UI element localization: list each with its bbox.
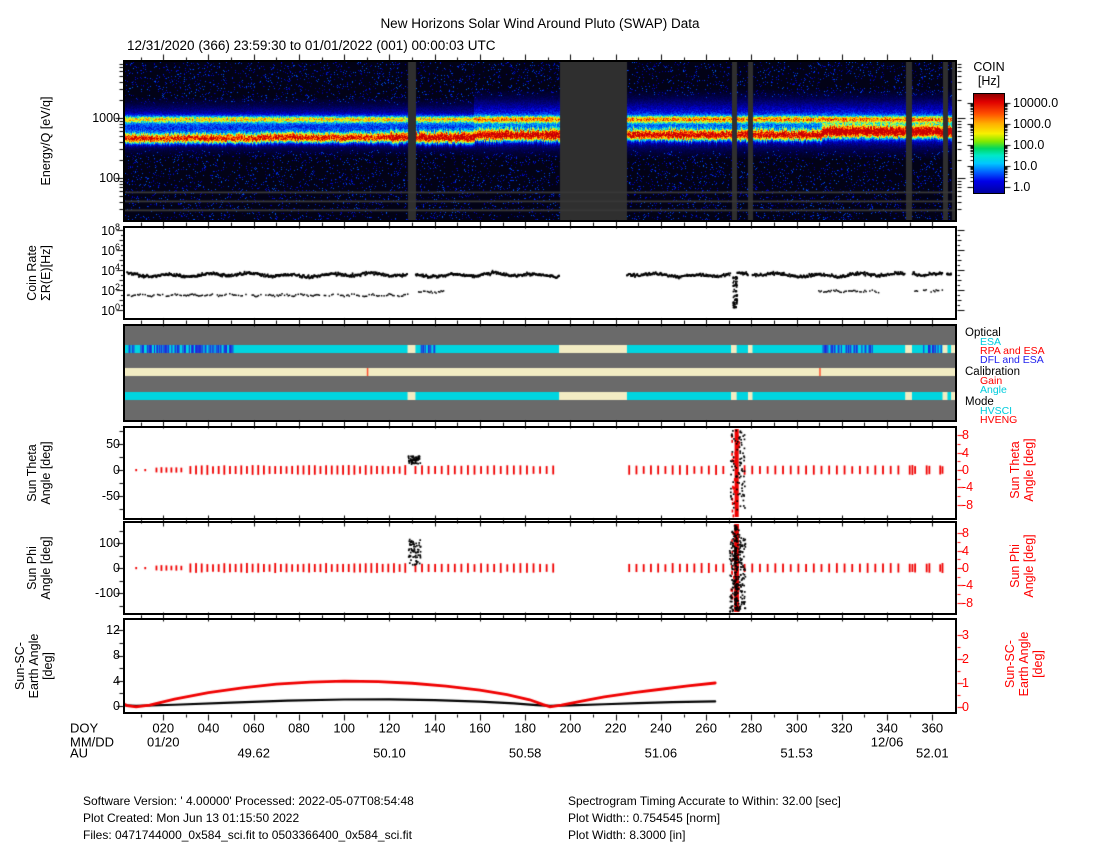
legend-item-label: DFL and ESA — [980, 354, 1044, 366]
doy-tick-label: 160 — [469, 720, 491, 736]
plot-subtitle: 12/31/2020 (366) 23:59:30 to 01/01/2022 … — [127, 38, 496, 53]
footer-right-line: Plot Width:: 0.754545 [norm] — [568, 811, 721, 825]
footer-left-line: Software Version: ' 4.00000' Processed: … — [83, 794, 414, 808]
coinrate-tick-label: 102 — [101, 281, 120, 299]
sun-sc-earth-tick-label: 0 — [113, 699, 120, 713]
colorbar-tick-label: 1000.0 — [1013, 117, 1052, 131]
colorbar-tick-label: 10.0 — [1013, 159, 1038, 173]
sun-theta-axis-label-right: Sun Theta Angle [deg] — [1008, 438, 1036, 502]
colorbar-tick-label: 1.0 — [1013, 180, 1031, 194]
sun-phi-right-tick-label: -4 — [962, 578, 974, 593]
sun-sc-earth-right-tick-label: 0 — [962, 700, 969, 714]
sun-sc-earth-axis-label-left: Sun-SC- Earth Angle [deg] — [13, 633, 55, 699]
colorbar-title: COIN [Hz] — [973, 60, 1005, 89]
au-tick-label: 51.06 — [644, 745, 678, 761]
sun-theta-tick-label: 0 — [113, 463, 120, 477]
doy-tick-label: 360 — [921, 720, 944, 736]
sun-sc-earth-right-tick-label: 3 — [962, 628, 969, 642]
colorbar — [973, 93, 1005, 194]
sun-theta-right-tick-label: 8 — [962, 428, 969, 443]
coin-rate-canvas — [125, 228, 955, 318]
doy-tick-label: 040 — [197, 720, 220, 736]
au-tick-label: 50.58 — [508, 745, 542, 761]
legend-item-label: Angle — [980, 384, 1007, 396]
sun-phi-tick-label: -100 — [94, 586, 120, 600]
mmdd-tick-label: 01/20 — [146, 734, 180, 750]
sun-phi-axis-label-right: Sun Phi Angle [deg] — [1008, 534, 1036, 598]
x-axis-row-label: DOY — [70, 720, 99, 736]
doy-tick-label: 320 — [830, 720, 853, 736]
sun-theta-canvas — [125, 428, 955, 518]
sun-theta-panel — [123, 426, 957, 520]
coinrate-tick-label: 108 — [101, 221, 120, 239]
sun-theta-tick-label: 50 — [106, 437, 120, 451]
doy-tick-label: 100 — [333, 720, 356, 736]
sun-sc-earth-tick-label: 8 — [113, 648, 120, 662]
doy-tick-label: 260 — [695, 720, 717, 736]
sun-sc-earth-canvas — [125, 620, 955, 712]
sun-sc-earth-tick-label: 4 — [113, 674, 120, 688]
status-bars-canvas — [125, 326, 955, 420]
sun-phi-tick-label: 100 — [99, 536, 120, 550]
sun-sc-earth-right-tick-label: 1 — [962, 676, 969, 690]
doy-tick-label: 140 — [423, 720, 446, 736]
sun-theta-right-tick-label: 0 — [962, 463, 969, 477]
doy-tick-label: 080 — [288, 720, 310, 736]
sun-phi-canvas — [125, 523, 955, 613]
coinrate-tick-label: 104 — [101, 261, 120, 279]
au-tick-label: 51.53 — [780, 745, 813, 761]
energy-tick-label: 100 — [99, 171, 120, 185]
spectrogram-panel — [123, 60, 957, 222]
au-tick-label: 49.62 — [237, 745, 270, 761]
footer-left-line: Plot Created: Mon Jun 13 01:15:50 2022 — [83, 811, 300, 825]
x-axis-row-label: AU — [70, 745, 89, 761]
sun-sc-earth-panel — [123, 618, 957, 714]
sun-phi-right-tick-label: 0 — [962, 561, 969, 575]
sun-phi-tick-label: 0 — [113, 561, 120, 575]
sun-theta-right-tick-label: -4 — [962, 480, 974, 495]
doy-tick-label: 220 — [604, 720, 627, 736]
sun-phi-right-tick-label: 8 — [962, 526, 969, 541]
au-tick-label: 50.10 — [373, 745, 406, 761]
status-bars-panel — [123, 324, 957, 422]
doy-tick-label: 020 — [152, 720, 175, 736]
spectrogram-canvas — [125, 62, 955, 220]
doy-tick-label: 340 — [876, 720, 898, 736]
sun-sc-earth-right-tick-label: 2 — [962, 652, 969, 666]
mmdd-tick-label: 12/06 — [870, 734, 904, 750]
doy-tick-label: 300 — [785, 720, 808, 736]
doy-tick-label: 060 — [242, 720, 265, 736]
coinrate-tick-label: 100 — [101, 301, 120, 319]
sun-phi-right-tick-label: 4 — [962, 543, 969, 558]
doy-tick-label: 200 — [559, 720, 582, 736]
coin-rate-panel — [123, 226, 957, 320]
doy-tick-label: 240 — [650, 720, 672, 736]
legend-item-label: HVENG — [980, 414, 1018, 426]
doy-tick-label: 280 — [740, 720, 763, 736]
coinrate-tick-label: 106 — [101, 241, 120, 259]
au-tick-label: 52.01 — [916, 745, 949, 761]
doy-tick-label: 180 — [514, 720, 537, 736]
sun-theta-right-tick-label: 4 — [962, 445, 969, 460]
coinrate-axis-label-line1: Coin Rate — [25, 245, 39, 301]
footer-left-line: Files: 0471744000_0x584_sci.fit to 05033… — [83, 828, 412, 842]
plot-title: New Horizons Solar Wind Around Pluto (SW… — [380, 16, 700, 31]
sun-sc-earth-tick-label: 12 — [106, 623, 120, 637]
sun-phi-panel — [123, 521, 957, 615]
colorbar-tick-label: 10000.0 — [1013, 96, 1059, 110]
colorbar-tick-label: 100.0 — [1013, 138, 1045, 152]
sun-sc-earth-axis-label-right: Sun-SC- Earth Angle [deg] — [1003, 631, 1045, 697]
footer-right-line: Spectrogram Timing Accurate to Within: 3… — [568, 794, 841, 808]
sun-theta-right-tick-label: -8 — [962, 497, 974, 512]
footer-right-line: Plot Width: 8.3000 [in] — [568, 828, 686, 842]
sun-theta-tick-label: -50 — [101, 489, 120, 503]
doy-tick-label: 120 — [378, 720, 401, 736]
sun-phi-right-tick-label: -8 — [962, 595, 974, 610]
energy-tick-label: 1000 — [92, 111, 120, 125]
